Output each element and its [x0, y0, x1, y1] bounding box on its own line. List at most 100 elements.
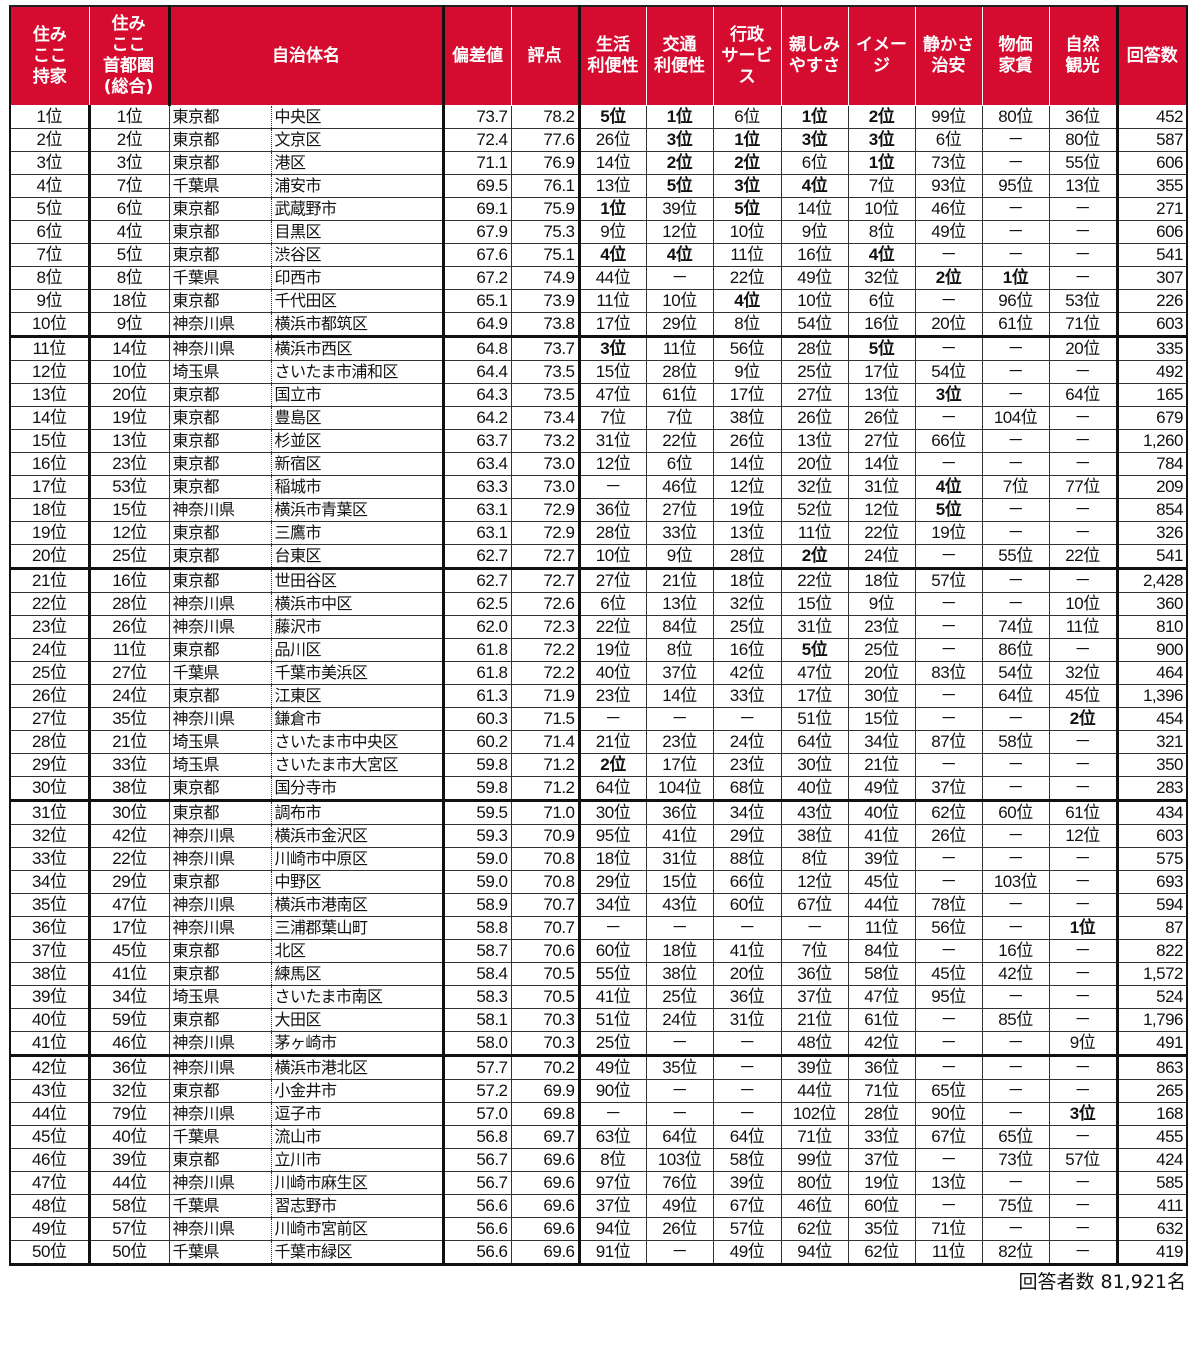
cell-cat-friendly: 30位	[780, 753, 849, 777]
cell-cat-nature: －	[1048, 197, 1119, 221]
cell-responses: 1,796	[1116, 1008, 1188, 1032]
cell-cat-quiet: 95位	[914, 985, 983, 1009]
cell-rank-metro: 24位	[87, 684, 170, 708]
cell-cat-transport: 46位	[645, 475, 714, 499]
cell-cat-admin: 56位	[712, 336, 782, 361]
cell-rank-own: 29位	[9, 753, 90, 777]
cell-score: 70.9	[510, 824, 581, 848]
cell-score: 71.0	[510, 800, 581, 825]
cell-cat-quiet: 20位	[914, 312, 983, 338]
cell-prefecture: 神奈川県	[168, 1102, 272, 1126]
cell-deviation: 69.5	[442, 174, 512, 198]
cell-cat-quiet: 19位	[914, 521, 983, 545]
cell-deviation: 62.5	[442, 592, 512, 616]
cell-city: 茅ヶ崎市	[270, 1031, 445, 1057]
table-row: 40位 59位 東京都 大田区 58.1 70.3 51位 24位 31位 21位 61位－ 85位－…	[9, 1008, 1188, 1032]
cell-prefecture: 東京都	[168, 151, 272, 175]
cell-city: 大田区	[270, 1008, 445, 1032]
cell-city: 台東区	[270, 544, 445, 570]
cell-cat-admin: 34位	[712, 800, 782, 825]
cell-rank-metro: 79位	[87, 1102, 170, 1126]
table-row: 29位 33位 埼玉県 さいたま市大宮区 59.8 71.2 2位 17位 23位 30位 21位－…	[9, 753, 1188, 777]
cell-cat-quiet: 83位	[914, 661, 983, 685]
cell-score: 69.9	[510, 1079, 581, 1103]
cell-cat-price: 103位	[981, 870, 1050, 894]
cell-cat-image: 10位	[847, 197, 916, 221]
cell-city: さいたま市浦和区	[270, 360, 445, 384]
cell-cat-image: 44位	[847, 893, 916, 917]
cell-prefecture: 千葉県	[168, 1125, 272, 1149]
cell-cat-price: 64位	[981, 684, 1050, 708]
cell-cat-life: 36位	[578, 498, 647, 522]
cell-cat-image: 58位	[847, 962, 916, 986]
cell-cat-life: 11位	[578, 289, 647, 313]
cell-prefecture: 東京都	[168, 568, 272, 593]
cell-cat-nature: －	[1048, 220, 1119, 244]
cell-cat-life: 37位	[578, 1194, 647, 1218]
cell-responses: 575	[1116, 847, 1188, 871]
cell-responses: 464	[1116, 661, 1188, 685]
cell-cat-image: 11位	[847, 916, 916, 940]
cell-cat-transport: 61位	[645, 383, 714, 407]
cell-rank-own: 4位	[9, 174, 90, 198]
cell-cat-quiet: 78位	[914, 893, 983, 917]
cell-deviation: 62.7	[442, 568, 512, 593]
cell-cat-life: 60位	[578, 939, 647, 963]
cell-rank-own: 31位	[9, 800, 90, 825]
cell-city: 目黒区	[270, 220, 445, 244]
cell-cat-nature: －	[1048, 568, 1119, 593]
cell-prefecture: 東京都	[168, 429, 272, 453]
cell-cat-life: 34位	[578, 893, 647, 917]
cell-score: 69.6	[510, 1240, 581, 1266]
cell-prefecture: 神奈川県	[168, 824, 272, 848]
cell-cat-nature: －	[1048, 429, 1119, 453]
cell-cat-friendly: 64位	[780, 730, 849, 754]
cell-cat-quiet: 45位	[914, 962, 983, 986]
cell-cat-price: －	[981, 336, 1050, 361]
cell-rank-own: 49位	[9, 1217, 90, 1241]
cell-deviation: 64.3	[442, 383, 512, 407]
cell-cat-friendly: 37位	[780, 985, 849, 1009]
cell-cat-nature: 53位	[1048, 289, 1119, 313]
cell-cat-admin: －	[712, 707, 782, 731]
cell-score: 78.2	[510, 105, 581, 129]
cell-deviation: 60.3	[442, 707, 512, 731]
cell-cat-nature: －	[1048, 730, 1119, 754]
table-row: 5位 6位 東京都 武蔵野市 69.1 75.9 1位 39位 5位 14位 10位 46位－－ 271	[9, 197, 1188, 221]
cell-responses: 693	[1116, 870, 1188, 894]
cell-cat-life: 22位	[578, 615, 647, 639]
cell-cat-admin: 66位	[712, 870, 782, 894]
cell-responses: 491	[1116, 1031, 1188, 1057]
table-row: 13位 20位 東京都 国立市 64.3 73.5 47位 61位 17位 27位 13位 3位－ 64…	[9, 383, 1188, 407]
cell-responses: 434	[1116, 800, 1188, 825]
cell-responses: 165	[1116, 383, 1188, 407]
cell-score: 70.7	[510, 893, 581, 917]
cell-cat-image: 26位	[847, 406, 916, 430]
cell-cat-transport: 11位	[645, 336, 714, 361]
cell-cat-life: 8位	[578, 1148, 647, 1172]
cell-rank-metro: 16位	[87, 568, 170, 593]
cell-city: 杉並区	[270, 429, 445, 453]
table-row: 4位 7位 千葉県 浦安市 69.5 76.1 13位 5位 3位 4位 7位 93位 95位 13位 35…	[9, 174, 1188, 198]
cell-cat-image: 27位	[847, 429, 916, 453]
cell-deviation: 67.2	[442, 266, 512, 290]
cell-cat-friendly: 6位	[780, 151, 849, 175]
cell-cat-friendly: 80位	[780, 1171, 849, 1195]
cell-cat-price: 96位	[981, 289, 1050, 313]
cell-cat-life: 41位	[578, 985, 647, 1009]
cell-city: 中央区	[270, 105, 445, 129]
cell-cat-admin: 1位	[712, 128, 782, 152]
cell-cat-image: 47位	[847, 985, 916, 1009]
cell-cat-transport: 39位	[645, 197, 714, 221]
cell-cat-friendly: 16位	[780, 243, 849, 267]
cell-cat-admin: 6位	[712, 105, 782, 129]
cell-cat-admin: 68位	[712, 776, 782, 802]
cell-cat-friendly: 3位	[780, 128, 849, 152]
table-row: 12位 10位 埼玉県 さいたま市浦和区 64.4 73.5 15位 28位 9位 25位 17位 5…	[9, 360, 1188, 384]
cell-score: 77.6	[510, 128, 581, 152]
cell-cat-life: 14位	[578, 151, 647, 175]
cell-rank-metro: 2位	[87, 128, 170, 152]
table-row: 6位 4位 東京都 目黒区 67.9 75.3 9位 12位 10位 9位 8位 49位－－ 606	[9, 220, 1188, 244]
cell-city: 世田谷区	[270, 568, 445, 593]
cell-rank-metro: 14位	[87, 336, 170, 361]
